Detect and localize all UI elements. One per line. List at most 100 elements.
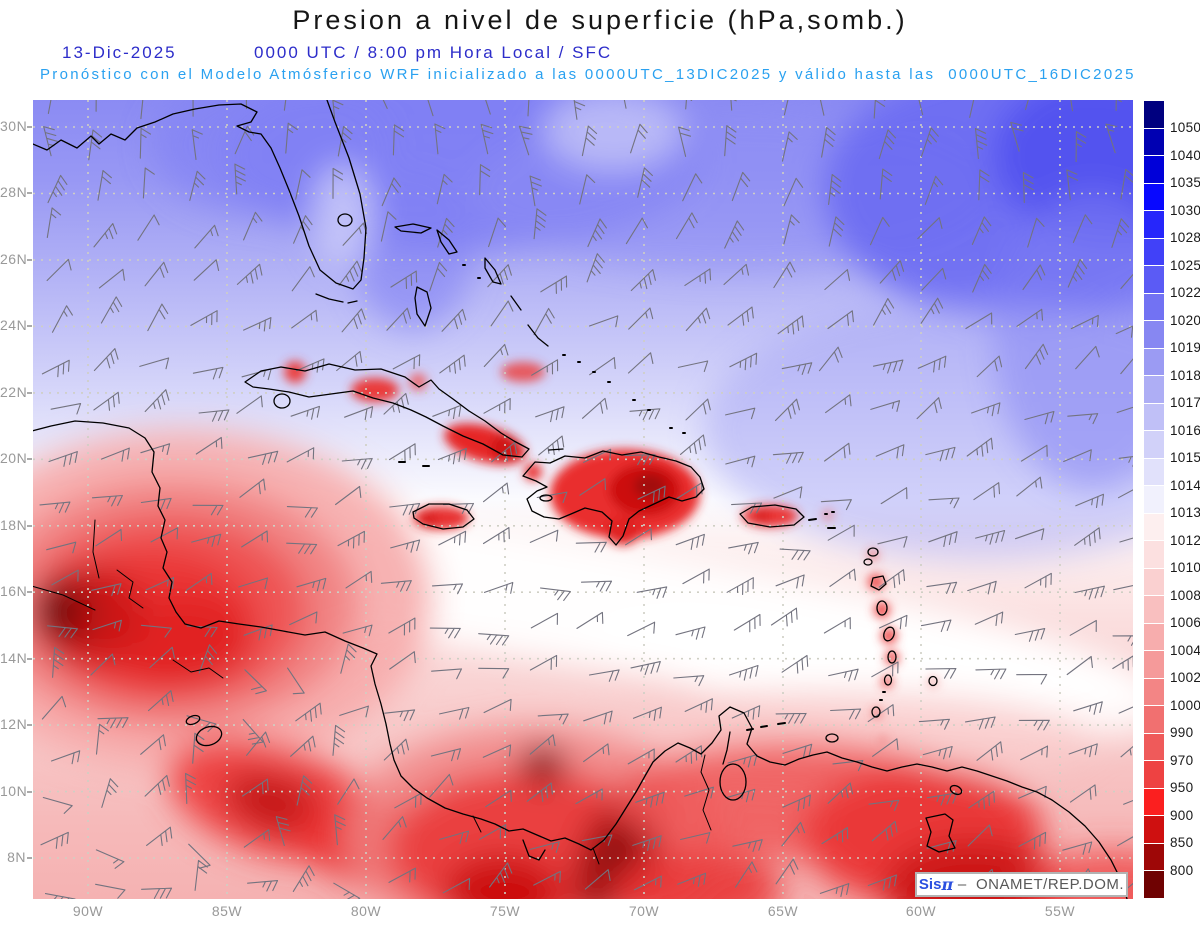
wind-barb [275, 816, 291, 847]
lat-label-24N: 24N [0, 317, 28, 334]
wind-barb [540, 275, 568, 294]
wind-barb [775, 858, 799, 885]
wind-barb [90, 653, 116, 676]
wind-barb [583, 710, 613, 725]
colorbar-label-1015: 1015 [1170, 450, 1200, 466]
wind-barb [916, 397, 942, 420]
colorbar-segment [1144, 348, 1164, 377]
wind-barb [731, 171, 751, 202]
wind-barb [192, 366, 224, 380]
graticule-grid [33, 100, 1133, 899]
wind-barb [1118, 706, 1133, 714]
wind-barb [46, 625, 78, 639]
lat-label-28N: 28N [0, 184, 28, 201]
wind-barb [684, 698, 713, 713]
colorbar-segment [1144, 706, 1164, 734]
wind-barb [339, 705, 369, 718]
wind-barb [770, 607, 798, 627]
wind-barb [1016, 673, 1048, 685]
wind-barb [921, 267, 947, 291]
wind-barb [190, 310, 218, 326]
maracaibo-neck [722, 731, 731, 765]
wind-barb [587, 218, 607, 248]
wind-barb [438, 530, 467, 546]
wind-barb [869, 216, 890, 246]
wind-barb [388, 617, 416, 636]
wind-barb [974, 128, 988, 160]
hispaniola-coast [522, 450, 705, 546]
wind-barb [728, 541, 759, 555]
wind-barb [871, 661, 899, 678]
wind-barbs [39, 100, 1133, 899]
wind-barb [1111, 218, 1130, 248]
wind-barb [636, 586, 668, 599]
wind-barb [724, 125, 737, 157]
colorbar-segment [1144, 293, 1164, 322]
wind-barb [381, 177, 402, 207]
lat-tick [27, 458, 32, 461]
lat-tick [27, 724, 32, 727]
wind-barb [296, 577, 327, 592]
wind-barb [434, 123, 446, 155]
wind-barb [533, 870, 561, 886]
wind-barb [394, 792, 422, 809]
wind-barb [637, 485, 666, 503]
wind-barb [95, 883, 126, 899]
wind-barb [337, 125, 353, 157]
wind-barb [241, 530, 269, 548]
wind-barb [823, 617, 851, 634]
wind-barb [732, 839, 763, 853]
wind-barb [632, 706, 662, 721]
wind-barb [677, 360, 709, 373]
wind-barb [832, 760, 864, 772]
wind-barb [1115, 325, 1133, 338]
lat-tick [27, 126, 32, 128]
wind-barb [291, 266, 315, 292]
wind-barb [625, 528, 652, 546]
wind-barb [483, 698, 512, 714]
wind-barb [867, 874, 897, 891]
wind-barb [1018, 719, 1050, 731]
wind-barb [436, 173, 453, 205]
wind-barb [682, 173, 703, 202]
wind-barb [875, 444, 905, 459]
wind-barb [241, 778, 269, 797]
wind-barb [964, 716, 996, 730]
wind-barb [244, 669, 267, 695]
wind-barb [1068, 743, 1098, 758]
wind-barb [969, 100, 975, 118]
wind-barb [429, 261, 448, 292]
wind-barb [529, 734, 556, 755]
wind-barb [625, 217, 648, 245]
colorbar-segment [1144, 678, 1164, 707]
wind-barb [147, 303, 169, 332]
wind-barb [630, 269, 656, 292]
wind-barb [482, 744, 512, 758]
wind-barb [139, 127, 152, 159]
watermark-badge: Sis π – ONAMET/REP.DOM. [915, 872, 1128, 897]
wind-barb [91, 583, 122, 597]
wind-barb [345, 570, 373, 589]
wind-barb [236, 263, 263, 285]
wind-barb [678, 126, 692, 157]
watermark-org: – ONAMET/REP.DOM. [953, 876, 1125, 893]
wind-barb [731, 502, 763, 514]
wind-barb [782, 794, 811, 812]
wind-barb [632, 835, 662, 851]
wind-barb [1066, 169, 1079, 201]
wind-barb [382, 100, 388, 109]
wind-barb [827, 524, 855, 541]
wind-barb [821, 827, 849, 845]
wind-barb [1124, 882, 1133, 891]
wind-barb [824, 442, 851, 462]
wind-barb [286, 542, 318, 555]
country-borders [33, 519, 712, 865]
wind-barb [629, 408, 661, 421]
wind-barb [286, 506, 318, 518]
wind-barb [918, 718, 950, 730]
wind-barb [483, 343, 509, 368]
wind-barb [821, 126, 836, 158]
colorbar-label-850: 850 [1170, 835, 1194, 851]
wind-barb [733, 613, 761, 633]
lake-okeechobee [337, 213, 353, 227]
